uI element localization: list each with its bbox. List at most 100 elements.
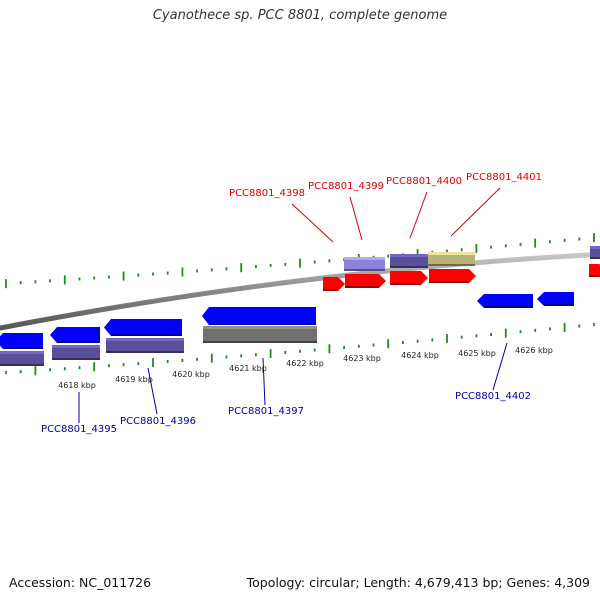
cog-bar-shadow	[52, 358, 100, 360]
genome-backbone	[0, 251, 600, 331]
inner-ring-minor-tick	[181, 358, 184, 362]
inner-ring-minor-tick	[78, 366, 81, 370]
gene-arrow	[390, 271, 428, 285]
tick-label: 4626 kbp	[515, 346, 553, 355]
cog-bar-highlight	[0, 351, 44, 354]
outer-ring-minor-tick	[34, 280, 37, 284]
callout-line	[409, 191, 428, 239]
gene-arrow-highlight	[589, 264, 600, 267]
gene-arrow-highlight	[544, 292, 574, 295]
outer-ring-minor-tick	[78, 277, 81, 281]
gene-arrow	[589, 264, 600, 277]
inner-ring-minor-tick	[460, 335, 463, 339]
tick-label: 4619 kbp	[115, 375, 153, 384]
gene-arrow-highlight	[390, 271, 421, 274]
outer-ring-minor-tick	[166, 271, 169, 275]
gene-arrow-shadow	[429, 281, 469, 283]
inner-ring-minor-tick	[196, 357, 198, 361]
inner-ring-minor-tick	[578, 324, 581, 328]
inner-ring-minor-tick	[431, 338, 434, 342]
cog-bar-highlight	[344, 257, 385, 260]
callout-line	[291, 203, 334, 243]
gene-arrow	[429, 269, 476, 283]
gene-arrow-shadow	[209, 323, 316, 325]
inner-ring-minor-tick	[519, 330, 522, 334]
gene-arrow-highlight	[345, 274, 379, 277]
cog-bar-shadow	[590, 257, 600, 259]
callout-line	[492, 342, 508, 391]
gene-arrow-highlight	[484, 294, 533, 297]
outer-ring-minor-tick	[328, 259, 331, 263]
inner-ring-minor-tick	[357, 344, 360, 348]
cog-bar	[344, 257, 385, 271]
outer-ring-minor-tick	[284, 262, 287, 266]
inner-ring-minor-tick	[284, 350, 287, 354]
cog-bar-highlight	[203, 326, 317, 329]
cog-bar-highlight	[390, 254, 428, 257]
inner-ring-minor-tick	[63, 367, 66, 371]
cog-category-track	[0, 246, 600, 366]
gene-label-reverse: PCC8801_4395	[41, 424, 117, 435]
tick-label: 4620 kbp	[172, 370, 210, 379]
cog-bar-shadow	[0, 364, 44, 366]
gene-arrow	[323, 277, 345, 291]
outer-ring-minor-tick	[108, 275, 110, 279]
gene-arrow	[50, 327, 100, 343]
inner-ring-major-tick	[210, 353, 213, 363]
inner-ring-minor-tick	[593, 323, 595, 327]
callout-line	[147, 367, 158, 415]
gene-arrow-highlight	[429, 269, 469, 272]
cog-bar-shadow	[428, 264, 475, 266]
inner-ring-major-tick	[328, 344, 331, 354]
tick-label: 4624 kbp	[401, 351, 439, 360]
gene-arrow-shadow	[3, 347, 43, 349]
outer-ring-minor-tick	[504, 244, 507, 248]
backbone-group	[0, 251, 600, 331]
outer-ring-major-tick	[63, 275, 66, 285]
inner-ring-minor-tick	[166, 359, 169, 363]
inner-ring-minor-tick	[137, 362, 140, 366]
outer-ring-major-tick	[122, 271, 125, 281]
tick-label: 4618 kbp	[58, 381, 96, 390]
outer-ring-minor-tick	[490, 245, 492, 249]
gene-arrow-highlight	[209, 307, 316, 310]
cog-bar-highlight	[590, 246, 600, 249]
gene-label-forward: PCC8801_4399	[308, 181, 384, 192]
inner-ring-minor-tick	[240, 354, 243, 358]
outer-ring-minor-tick	[563, 238, 566, 242]
outer-ring-minor-tick	[19, 281, 22, 285]
outer-ring-minor-tick	[210, 268, 213, 272]
outer-ring-major-tick	[593, 233, 595, 243]
gene-label-reverse: PCC8801_4397	[228, 406, 304, 417]
gene-label-reverse: PCC8801_4402	[455, 391, 531, 402]
outer-ring-minor-tick	[269, 263, 272, 267]
gene-label-forward: PCC8801_4401	[466, 172, 542, 183]
outer-ring-major-tick	[534, 238, 537, 248]
inner-ring-minor-tick	[122, 363, 125, 367]
cog-bar	[428, 252, 475, 266]
outer-ring-minor-tick	[578, 237, 581, 241]
inner-ring-major-tick	[563, 322, 566, 332]
cog-bar	[0, 351, 44, 366]
inner-ring-major-tick	[446, 334, 448, 344]
gene-arrow-highlight	[3, 333, 43, 336]
outer-ring-minor-tick	[460, 248, 463, 252]
gene-arrow-shadow	[345, 286, 379, 288]
inner-ring-minor-tick	[299, 349, 301, 353]
outer-ring-minor-tick	[387, 254, 390, 258]
outer-ring-minor-tick	[196, 269, 198, 273]
outer-ring-minor-tick	[313, 260, 316, 264]
gene-arrow-highlight	[111, 319, 182, 322]
callout-line	[450, 187, 501, 237]
callout-line	[262, 357, 266, 406]
tick-label: 4621 kbp	[229, 364, 267, 373]
outer-ring-major-tick	[240, 263, 243, 273]
cog-bar-shadow	[390, 266, 428, 268]
outer-ring-major-tick	[299, 258, 301, 268]
callout-line	[349, 196, 363, 241]
cog-bar	[203, 326, 317, 343]
gene-arrow	[202, 307, 316, 325]
